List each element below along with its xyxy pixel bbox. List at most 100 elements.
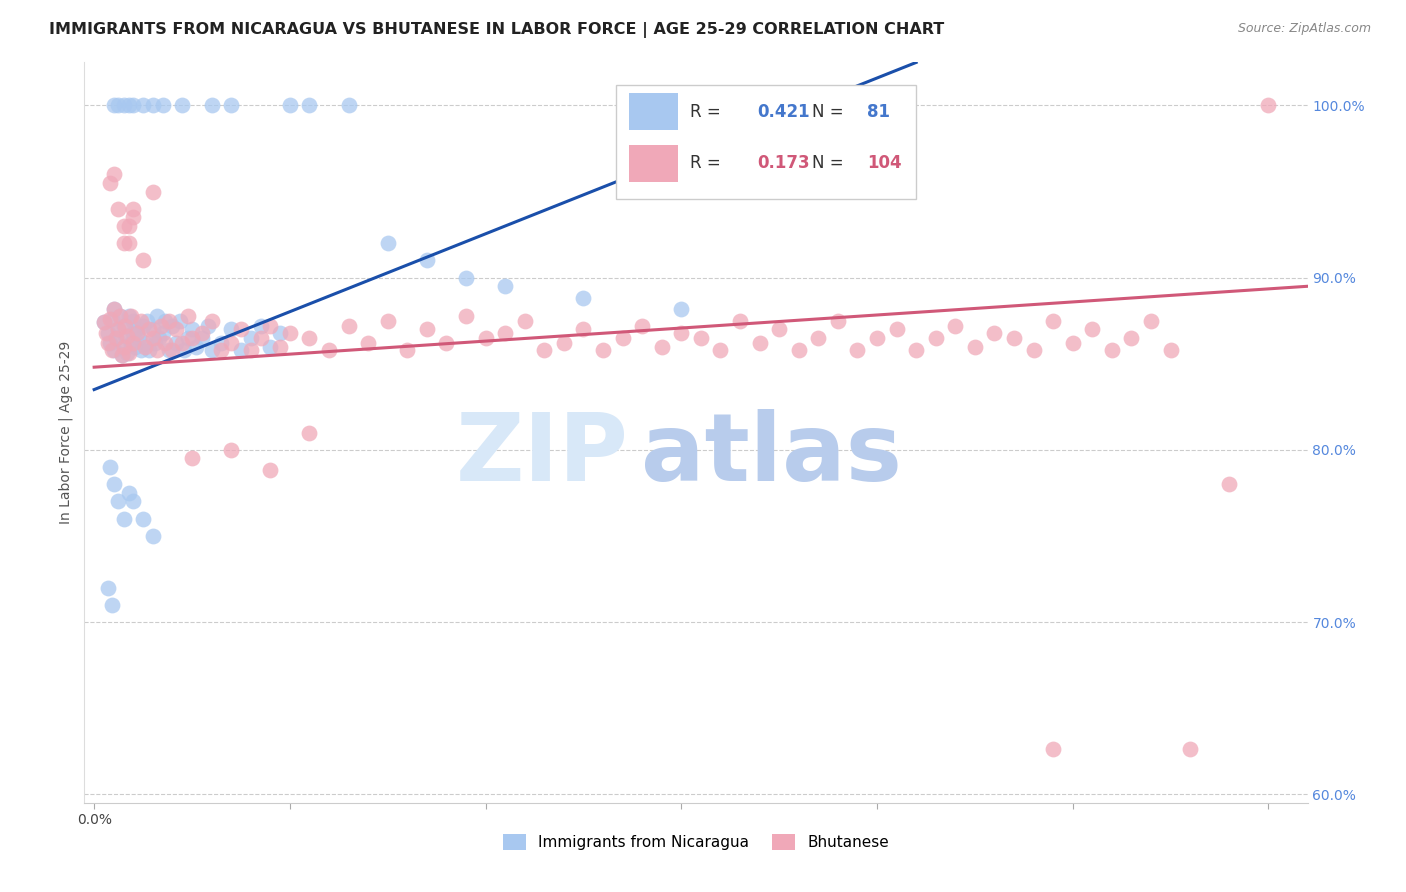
Point [112,219,135,233]
Point [377,236,399,251]
Point [181,322,204,336]
Point [943,318,966,333]
Point [98,312,121,326]
Point [269,326,291,340]
Point [983,326,1005,340]
Text: 104: 104 [868,154,901,172]
Point [200,98,222,112]
Point [146,309,169,323]
Text: ZIP: ZIP [456,409,628,500]
Text: N =: N = [813,154,844,172]
Point [886,322,908,336]
Point [165,322,187,336]
Point [153,336,176,351]
Point [191,331,214,345]
Point [97,336,120,351]
Point [120,309,142,323]
Point [103,98,125,112]
Point [572,322,595,336]
Point [709,343,731,357]
Point [118,98,141,112]
Point [142,529,165,543]
Point [107,494,129,508]
Point [132,512,155,526]
Point [128,331,150,345]
Point [114,329,136,343]
Point [1062,336,1084,351]
Point [1178,742,1201,756]
Point [103,477,125,491]
Point [120,336,142,351]
Point [118,346,141,360]
Point [97,581,120,595]
Point [129,343,152,357]
Point [357,336,380,351]
Point [152,326,174,340]
Point [377,314,399,328]
Point [689,331,711,345]
Point [112,512,135,526]
Text: R =: R = [690,103,721,120]
Point [117,329,139,343]
Point [337,98,360,112]
Point [107,202,129,216]
Point [768,322,790,336]
Point [117,346,139,360]
Point [122,211,145,225]
Point [209,336,232,351]
Point [122,336,145,351]
Point [103,343,125,357]
Point [416,322,439,336]
Point [184,339,207,353]
Point [100,312,122,326]
Point [651,339,673,353]
Point [149,318,172,333]
Point [172,336,194,351]
Point [259,463,281,477]
Point [474,331,496,345]
Point [118,219,141,233]
Bar [628,93,678,130]
Point [122,326,145,340]
Text: IMMIGRANTS FROM NICARAGUA VS BHUTANESE IN LABOR FORCE | AGE 25-29 CORRELATION CH: IMMIGRANTS FROM NICARAGUA VS BHUTANESE I… [49,22,945,38]
Point [1002,331,1025,345]
Point [671,326,693,340]
Point [1121,331,1143,345]
Point [118,309,141,323]
Point [103,301,125,316]
Point [124,339,146,353]
Point [553,336,575,351]
Point [827,164,849,178]
Point [494,279,516,293]
Point [177,331,200,345]
Point [396,343,419,357]
Point [963,339,986,353]
Point [107,98,129,112]
Point [298,425,321,440]
Point [110,348,132,362]
Point [219,322,242,336]
Point [93,315,115,329]
Point [200,343,222,357]
Point [142,98,165,112]
Point [132,98,155,112]
Point [631,318,654,333]
Point [172,98,194,112]
Point [157,343,180,357]
Bar [628,145,678,182]
Point [134,336,156,351]
Point [337,318,360,333]
Point [259,339,281,353]
Legend: Immigrants from Nicaragua, Bhutanese: Immigrants from Nicaragua, Bhutanese [495,827,897,858]
Point [259,318,281,333]
Text: 81: 81 [868,103,890,120]
Point [454,309,477,323]
Point [846,343,869,357]
Point [146,343,169,357]
Point [122,98,145,112]
Point [112,339,135,353]
Point [173,343,195,357]
Point [787,343,810,357]
Point [177,309,200,323]
Point [748,336,770,351]
